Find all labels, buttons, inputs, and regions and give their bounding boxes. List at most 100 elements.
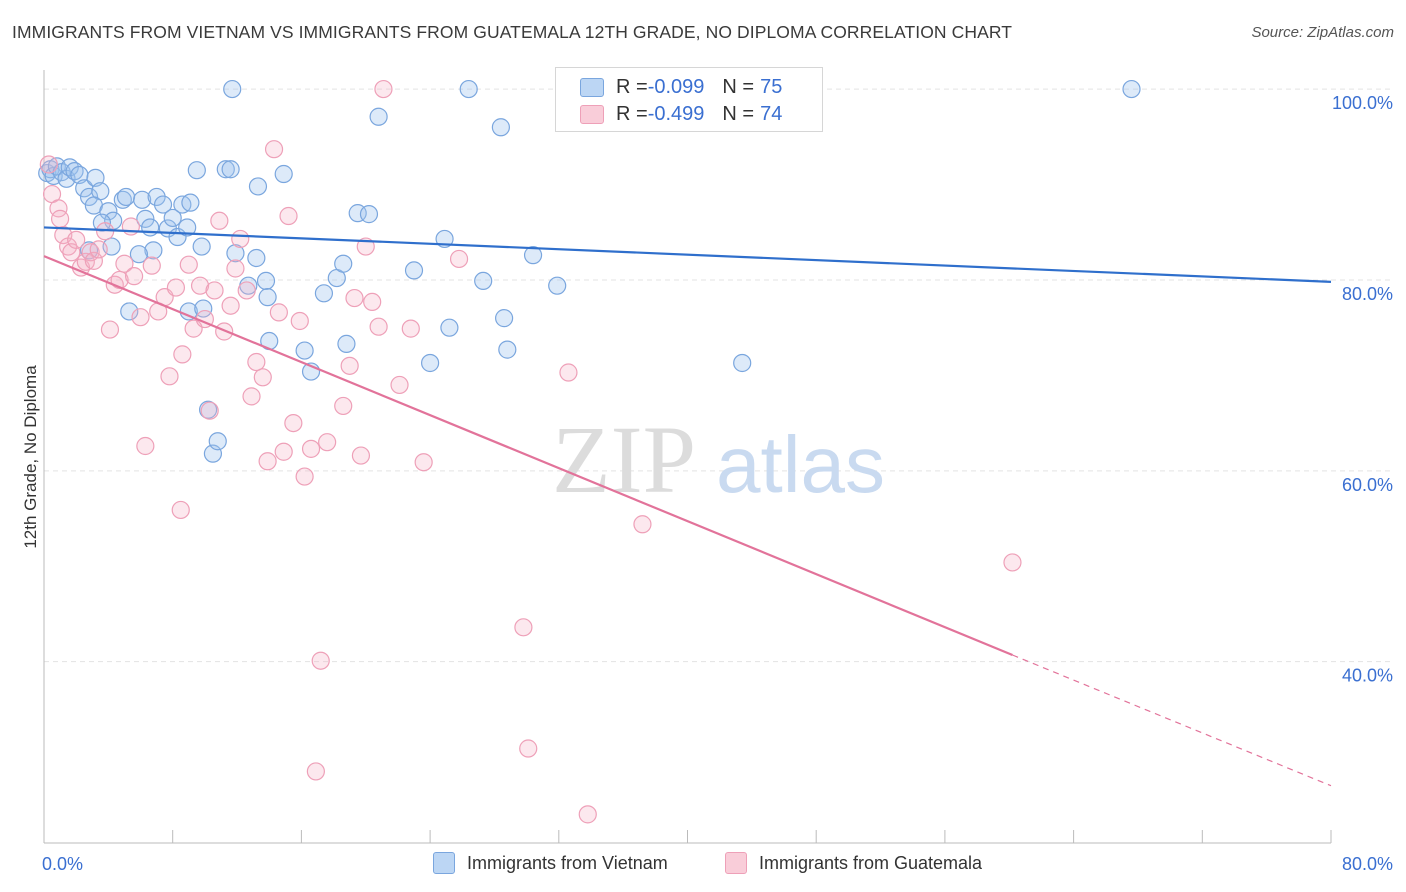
guatemala-point <box>258 452 277 471</box>
guatemala-point <box>363 292 382 311</box>
guatemala-swatch <box>580 104 604 124</box>
vietnam-point <box>147 187 166 207</box>
source-label: Source: ZipAtlas.com <box>1251 24 1394 41</box>
vietnam-point <box>369 107 388 126</box>
r-label: R = <box>616 102 648 125</box>
vietnam-point <box>129 245 149 264</box>
vietnam-point <box>548 276 567 295</box>
vietnam-point <box>258 288 277 307</box>
guatemala-point <box>173 345 192 364</box>
guatemala-point <box>390 375 409 395</box>
guatemala-point <box>242 387 261 406</box>
guatemala-point <box>306 762 325 781</box>
guatemala-point <box>110 270 129 290</box>
grid-layer: 40.0% 60.0% 80.0% 100.0% <box>44 88 1393 686</box>
guatemala-point <box>226 259 245 278</box>
vietnam-point <box>223 79 242 99</box>
vietnam-point <box>144 241 163 260</box>
guatemala-point <box>519 739 538 758</box>
vietnam-point <box>113 190 132 209</box>
legend-swatch-guatemala <box>725 852 747 874</box>
vietnam-point <box>256 271 276 291</box>
watermark-zip: ZIP <box>552 406 696 513</box>
guatemala-point <box>318 433 337 452</box>
correlation-stats-box: R = -0.099 N = 75 R = -0.499 N = 74 <box>555 67 823 132</box>
vietnam-point <box>440 318 459 337</box>
n-value: 74 <box>760 102 783 125</box>
guatemala-point <box>179 255 198 274</box>
guatemala-point <box>171 500 190 520</box>
guatemala-point <box>247 352 266 372</box>
vietnam-trend-line <box>43 226 1332 283</box>
vietnam-point <box>178 218 197 237</box>
vietnam-point <box>187 161 206 180</box>
legend-item-vietnam[interactable]: Immigrants from Vietnam <box>433 852 668 874</box>
n-label: N = <box>722 102 755 125</box>
vietnam-point <box>474 271 493 291</box>
guatemala-point <box>290 311 309 331</box>
vietnam-point <box>120 302 139 321</box>
r-value: -0.099 <box>647 75 705 98</box>
guatemala-point <box>124 267 144 286</box>
stat-row-vietnam: R = -0.099 N = 75 <box>556 74 782 100</box>
guatemala-point <box>514 618 533 637</box>
y-tick-label: 80.0% <box>1342 284 1393 304</box>
vietnam-point <box>153 195 173 214</box>
guatemala-point <box>269 303 288 322</box>
watermark-atlas: atlas <box>716 420 885 509</box>
chart-legend: Immigrants from Vietnam Immigrants from … <box>0 852 1406 876</box>
vietnam-point <box>295 341 314 360</box>
axis-layer <box>43 70 1332 844</box>
y-tick-label: 60.0% <box>1342 475 1393 495</box>
guatemala-point <box>67 230 86 249</box>
trend-layer <box>43 226 1332 787</box>
guatemala-point <box>414 453 433 472</box>
guatemala-trend-line <box>43 255 1013 657</box>
vietnam-point <box>136 209 155 228</box>
guatemala-point <box>284 413 303 433</box>
guatemala-point <box>50 209 70 228</box>
guatemala-point <box>334 396 353 416</box>
vietnam-point <box>498 340 517 359</box>
y-tick-label: 100.0% <box>1332 93 1393 113</box>
vietnam-point <box>404 261 424 280</box>
vietnam-point <box>192 237 211 256</box>
vietnam-point <box>208 432 227 451</box>
vietnam-point <box>523 246 543 265</box>
vietnam-point <box>216 160 235 179</box>
vietnam-point <box>181 193 200 212</box>
guatemala-point <box>210 211 229 230</box>
vietnam-point <box>248 177 268 196</box>
legend-label-guatemala: Immigrants from Guatemala <box>759 852 983 873</box>
vietnam-point <box>491 118 510 137</box>
guatemala-point <box>578 805 597 824</box>
guatemala-point <box>401 319 420 338</box>
guatemala-point <box>374 79 393 99</box>
points-layer <box>38 79 1141 824</box>
guatemala-point <box>231 229 250 249</box>
stat-row-guatemala: R = -0.499 N = 74 <box>556 101 782 127</box>
vietnam-point <box>1122 79 1141 99</box>
vietnam-swatch <box>580 77 604 97</box>
guatemala-point <box>160 367 179 386</box>
vietnam-point <box>247 248 266 268</box>
vietnam-point <box>459 79 478 99</box>
guatemala-point <box>39 155 58 174</box>
guatemala-point <box>311 651 330 670</box>
vietnam-point <box>274 164 293 184</box>
guatemala-point <box>264 140 284 159</box>
vietnam-point <box>99 202 118 221</box>
guatemala-point <box>100 320 120 339</box>
vietnam-point <box>86 168 105 187</box>
legend-item-guatemala[interactable]: Immigrants from Guatemala <box>725 852 982 874</box>
vietnam-point <box>314 284 334 303</box>
guatemala-point <box>253 368 272 387</box>
vietnam-point <box>359 205 379 224</box>
guatemala-point <box>237 281 256 300</box>
guatemala-point <box>84 251 103 270</box>
guatemala-point <box>559 363 578 382</box>
vietnam-point <box>133 190 152 209</box>
x-tick-label-min: 0.0% <box>42 854 83 874</box>
n-value: 75 <box>760 75 783 98</box>
